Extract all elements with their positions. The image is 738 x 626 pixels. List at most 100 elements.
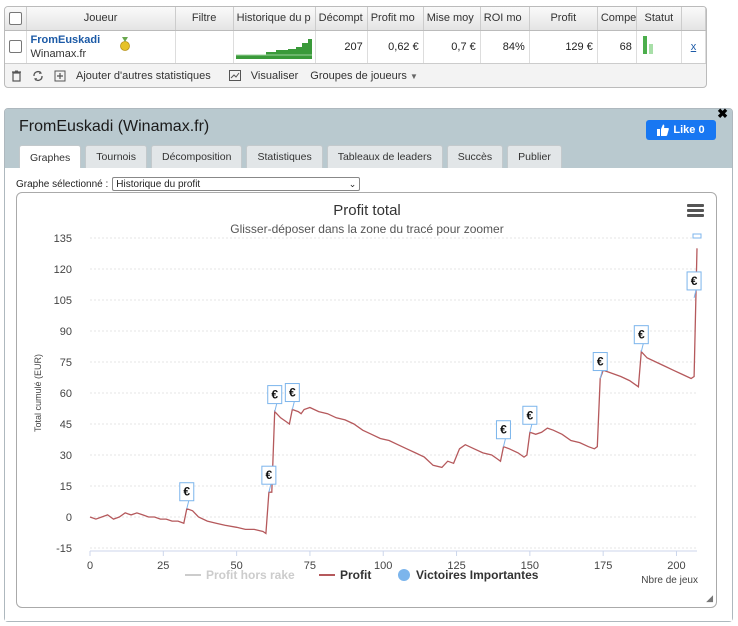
facebook-like-button[interactable]: Like 0 — [646, 120, 716, 140]
profit-chart[interactable]: Profit total Glisser-déposer dans la zon… — [17, 193, 717, 608]
x-tick-label: 125 — [447, 560, 465, 572]
col-statut[interactable]: Statut — [636, 7, 682, 31]
col-profit[interactable]: Profit — [529, 7, 598, 31]
chart-title: Profit total — [333, 202, 401, 219]
graph-select-label: Graphe sélectionné : — [16, 178, 109, 190]
big-win-stem — [502, 438, 506, 447]
player-stats-table: Joueur Filtre Historique du p Décompt Pr… — [4, 6, 707, 88]
decompte-cell: 207 — [315, 30, 368, 64]
y-tick-label: 135 — [54, 233, 72, 245]
euro-icon: € — [500, 423, 507, 437]
thumbs-up-icon — [657, 124, 670, 136]
col-roi-moyen[interactable]: ROI mo — [480, 7, 530, 31]
tab-publier[interactable]: Publier — [507, 145, 562, 168]
big-win-stem — [529, 424, 533, 433]
panel-body: Graphe sélectionné : Historique du profi… — [5, 168, 732, 621]
big-win-flag — [522, 405, 538, 425]
sparkline-chart — [235, 39, 312, 59]
trash-icon[interactable] — [11, 70, 22, 82]
legend-item: Profit hors rake — [185, 568, 295, 582]
tab-graphes[interactable]: Graphes — [19, 145, 82, 169]
col-joueur[interactable]: Joueur — [26, 7, 176, 31]
big-win-marker: € — [633, 325, 649, 352]
y-tick-label: 60 — [60, 388, 72, 400]
row-select-cell[interactable] — [5, 30, 27, 64]
visualize-link[interactable]: Visualiser — [250, 69, 299, 82]
refresh-icon[interactable] — [32, 70, 44, 82]
col-competence[interactable]: Compe — [597, 7, 637, 31]
x-axis-label: Nbre de jeux — [641, 575, 698, 586]
stats-grid: Joueur Filtre Historique du p Décompt Pr… — [5, 7, 706, 64]
like-label: Like 0 — [673, 124, 705, 136]
col-mise-moyenne[interactable]: Mise moy — [423, 7, 481, 31]
panel-header: FromEuskadi (Winamax.fr) ✖ Like 0 Graphe… — [5, 106, 732, 169]
big-win-flag — [686, 271, 702, 291]
close-panel-button[interactable]: ✖ — [717, 106, 728, 121]
y-tick-label: 30 — [60, 450, 72, 462]
x-tick-label: 25 — [157, 560, 169, 572]
col-filtre[interactable]: Filtre — [175, 7, 234, 31]
big-win-marker: € — [284, 383, 300, 410]
y-tick-label: 90 — [60, 326, 72, 338]
resize-handle[interactable]: ◢ — [706, 593, 713, 603]
tab-leaderboards[interactable]: Tableaux de leaders — [326, 145, 443, 168]
y-tick-label: 45 — [60, 419, 72, 431]
profit-chart-container: Profit total Glisser-déposer dans la zon… — [16, 192, 717, 608]
medal-icon — [120, 37, 130, 51]
tab-succes[interactable]: Succès — [446, 145, 504, 168]
col-decompte[interactable]: Décompt — [315, 7, 368, 31]
euro-icon: € — [527, 408, 534, 422]
legend-label: Profit hors rake — [206, 568, 295, 582]
remove-player-link[interactable]: x — [681, 30, 706, 64]
euro-icon: € — [638, 328, 645, 342]
status-bars-icon — [642, 36, 653, 54]
big-win-flag — [284, 383, 300, 403]
tab-decomposition[interactable]: Décomposition — [150, 145, 243, 168]
visualize-icon[interactable] — [228, 70, 241, 81]
y-tick-label: 105 — [54, 295, 72, 307]
legend-label: Profit — [340, 568, 371, 582]
big-win-marker: € — [261, 465, 277, 493]
chart-menu-icon[interactable] — [687, 204, 704, 217]
big-win-stem — [599, 370, 603, 379]
euro-icon: € — [183, 485, 190, 499]
profit-history-sparkline — [233, 30, 316, 64]
tab-statistiques[interactable]: Statistiques — [246, 145, 323, 168]
col-profit-moyen[interactable]: Profit mo — [367, 7, 424, 31]
profit-cell: 129 € — [529, 30, 598, 64]
graph-select-value: Historique du profit — [116, 178, 201, 190]
graph-select[interactable]: Historique du profit ⌄ — [112, 177, 361, 191]
x-tick-label: 150 — [521, 560, 539, 572]
player-groups-dropdown[interactable]: Groupes de joueurs ▼ — [310, 70, 418, 82]
euro-icon: € — [691, 274, 698, 288]
chevron-down-icon: ⌄ — [348, 178, 357, 189]
tab-tournois[interactable]: Tournois — [85, 145, 147, 168]
status-cell — [636, 30, 682, 64]
legend-label: Victoires Importantes — [416, 568, 539, 582]
y-tick-label: 120 — [54, 264, 72, 276]
select-all-header[interactable] — [5, 7, 27, 31]
col-historique[interactable]: Historique du p — [233, 7, 316, 31]
big-win-flag — [261, 465, 277, 485]
roi-moyen-cell: 84% — [480, 30, 530, 64]
big-win-stem — [640, 343, 644, 352]
mise-moyenne-cell: 0,7 € — [423, 30, 481, 64]
x-tick-label: 200 — [667, 560, 685, 572]
euro-icon: € — [266, 468, 273, 482]
add-stats-icon[interactable] — [54, 70, 66, 82]
row-checkbox[interactable] — [9, 40, 22, 53]
filter-cell — [175, 30, 234, 64]
add-stats-link[interactable]: Ajouter d'autres statistiques — [76, 69, 211, 82]
select-all-checkbox[interactable] — [8, 11, 22, 25]
big-win-stem — [186, 500, 190, 509]
x-tick-label: 50 — [230, 560, 242, 572]
big-win-flag — [495, 420, 511, 440]
big-win-stem — [268, 484, 272, 493]
big-win-marker: € — [495, 420, 511, 447]
big-win-marker: € — [522, 405, 538, 433]
y-tick-label: 15 — [60, 481, 72, 493]
table-row: FromEuskadi Winamax.fr 207 0,62 € 0,7 € … — [5, 30, 706, 64]
panel-title: FromEuskadi (Winamax.fr) — [19, 118, 210, 135]
player-name-link[interactable]: FromEuskadi — [30, 33, 101, 46]
x-tick-label: 175 — [594, 560, 612, 572]
